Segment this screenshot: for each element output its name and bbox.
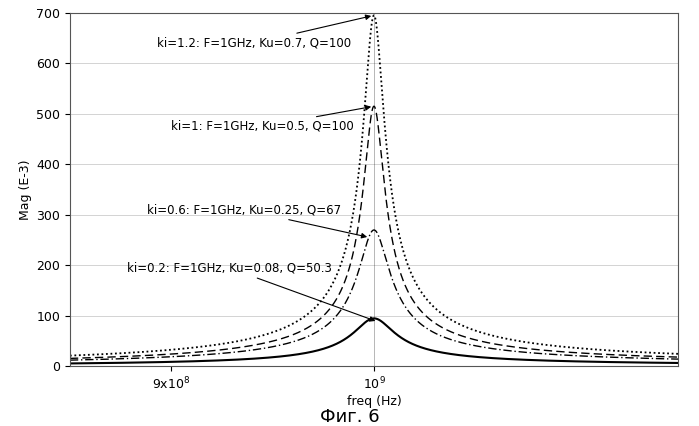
Text: Фиг. 6: Фиг. 6 (319, 408, 380, 426)
Text: ki=0.2: F=1GHz, Ku=0.08, Q=50.3: ki=0.2: F=1GHz, Ku=0.08, Q=50.3 (127, 262, 374, 321)
Y-axis label: Mag (E-3): Mag (E-3) (19, 159, 32, 220)
Text: ki=0.6: F=1GHz, Ku=0.25, Q=67: ki=0.6: F=1GHz, Ku=0.25, Q=67 (147, 203, 366, 238)
Text: ki=1: F=1GHz, Ku=0.5, Q=100: ki=1: F=1GHz, Ku=0.5, Q=100 (171, 106, 370, 133)
Text: ki=1.2: F=1GHz, Ku=0.7, Q=100: ki=1.2: F=1GHz, Ku=0.7, Q=100 (157, 15, 370, 49)
X-axis label: freq (Hz): freq (Hz) (347, 395, 401, 409)
